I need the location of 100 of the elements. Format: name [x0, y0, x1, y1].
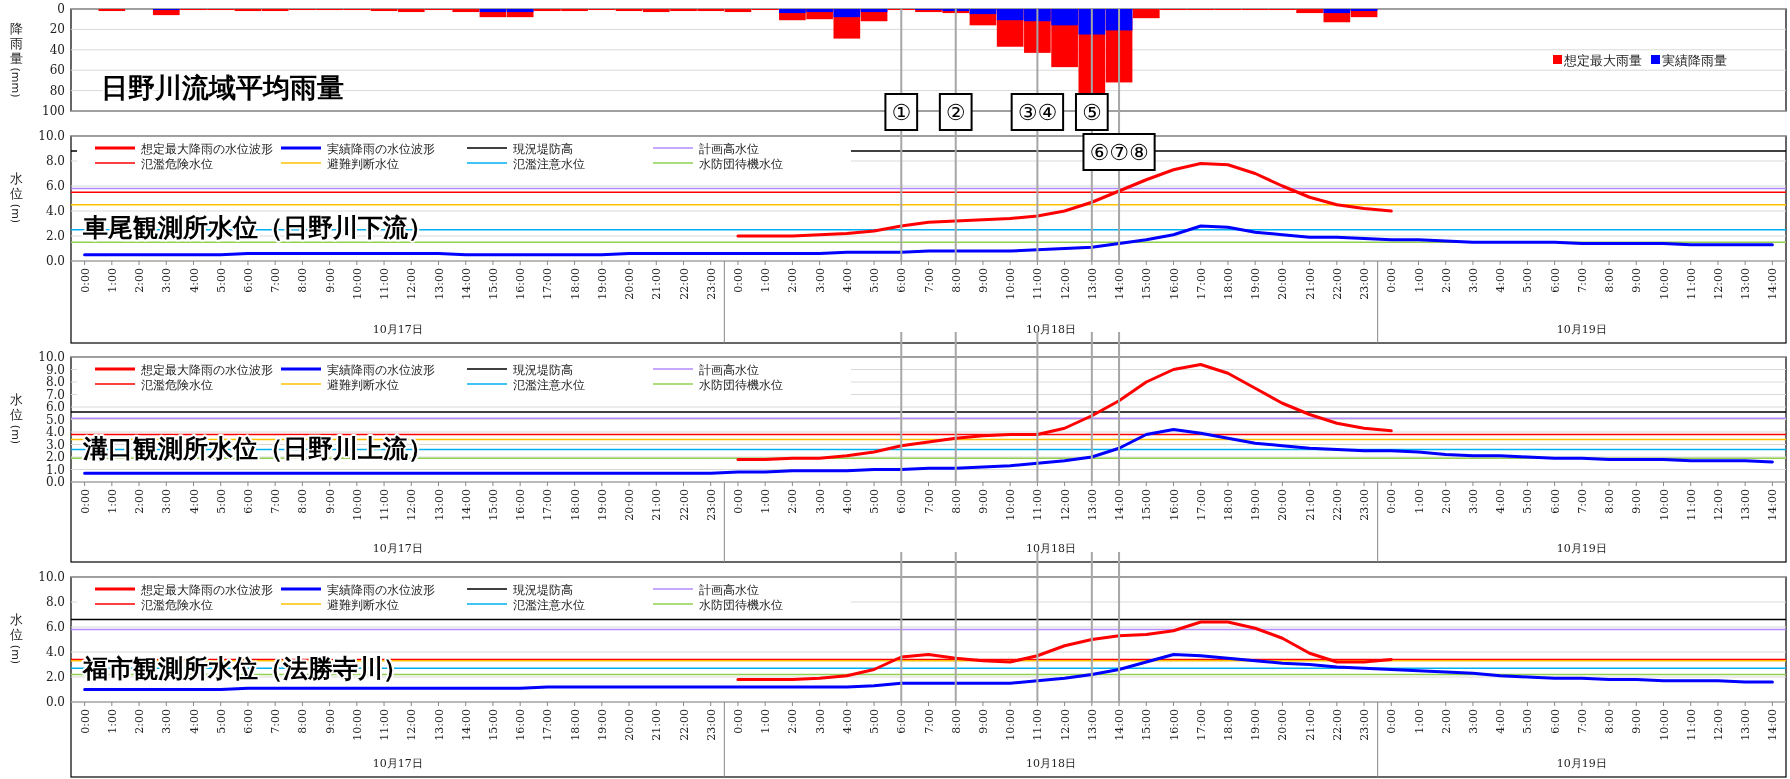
y-tick-label: 100	[42, 104, 65, 118]
x-tick-label: 3:00	[1466, 268, 1480, 293]
text: 10月19日	[1556, 757, 1607, 770]
x-tick-label: 2:00	[786, 268, 800, 293]
x-tick-label: 17:00	[1194, 709, 1208, 741]
y-tick-label: 40	[49, 42, 65, 57]
legend-label: 水防団待機水位	[699, 377, 783, 392]
x-tick-label: 20:00	[623, 709, 637, 741]
x-tick-label: 1:00	[1412, 268, 1426, 293]
x-tick-label: 6:00	[895, 489, 909, 514]
x-tick-label: 6:00	[1548, 268, 1562, 293]
x-tick-label: 0:00	[78, 268, 92, 293]
x-tick-label: 11:00	[378, 489, 392, 521]
x-tick-label: 15:00	[486, 268, 500, 300]
x-tick-label: 6:00	[895, 709, 909, 734]
x-tick-label: 7:00	[1575, 489, 1589, 514]
y-tick-label: 10.0	[38, 350, 65, 364]
legend-label: 実績降雨量	[1662, 52, 1727, 68]
x-tick-label: 23:00	[1358, 709, 1372, 741]
x-tick-label: 13:00	[432, 489, 446, 521]
x-tick-label: 2:00	[133, 709, 147, 734]
x-tick-label: 6:00	[241, 489, 255, 514]
x-tick-label: 20:00	[623, 268, 637, 300]
x-tick-label: 15:00	[486, 709, 500, 741]
x-tick-label: 4:00	[187, 268, 201, 293]
x-tick-label: 9:00	[976, 268, 990, 293]
x-tick-label: 9:00	[976, 709, 990, 734]
x-tick-label: 1:00	[1412, 489, 1426, 514]
x-tick-label: 23:00	[1358, 268, 1372, 300]
x-tick-label: 11:00	[1684, 489, 1698, 521]
x-tick-label: 8:00	[949, 709, 963, 734]
x-tick-label: 18:00	[1221, 268, 1235, 300]
x-tick-label: 15:00	[1140, 268, 1154, 300]
x-tick-label: 5:00	[868, 268, 882, 293]
text: 10月19日	[1556, 323, 1607, 336]
x-tick-label: 14:00	[1113, 489, 1127, 521]
x-tick-label: 3:00	[160, 709, 174, 734]
x-tick-label: 17:00	[1194, 489, 1208, 521]
x-tick-label: 20:00	[1276, 489, 1290, 521]
ref-line-label: ②	[945, 100, 966, 125]
x-tick-label: 11:00	[1031, 489, 1045, 521]
x-tick-label: 22:00	[1330, 268, 1344, 300]
x-tick-label: 22:00	[677, 489, 691, 521]
y-tick-label: 8.0	[45, 154, 65, 168]
x-tick-label: 16:00	[514, 489, 528, 521]
x-tick-label: 6:00	[1548, 489, 1562, 514]
x-tick-label: 1:00	[105, 268, 119, 293]
legend-label: 想定最大降雨の水位波形	[140, 362, 273, 377]
x-tick-label: 8:00	[296, 489, 310, 514]
x-tick-label: 14:00	[1766, 489, 1780, 521]
legend-label: 実績降雨の水位波形	[327, 141, 435, 156]
y-tick-label: 5.0	[45, 412, 65, 427]
x-tick-label: 13:00	[1739, 709, 1753, 741]
y-axis-title: 降雨量(mm)	[9, 20, 23, 98]
x-tick-label: 5:00	[214, 268, 228, 293]
x-tick-label: 14:00	[1113, 709, 1127, 741]
x-tick-label: 4:00	[187, 709, 201, 734]
x-tick-label: 2:00	[133, 268, 147, 293]
x-tick-label: 0:00	[1385, 709, 1399, 734]
y-tick-label: 10.0	[38, 129, 65, 143]
legend-label: 想定最大降雨の水位波形	[140, 582, 273, 597]
x-tick-label: 0:00	[731, 489, 745, 514]
x-tick-label: 22:00	[1330, 489, 1344, 521]
y-tick-label: 3.0	[45, 437, 65, 452]
x-tick-label: 7:00	[1575, 268, 1589, 293]
x-tick-label: 7:00	[269, 268, 283, 293]
text: 10月18日	[1026, 542, 1076, 555]
legend-label: 氾濫危険水位	[141, 156, 213, 171]
x-tick-label: 3:00	[160, 268, 174, 293]
y-tick-label: 8.0	[45, 595, 65, 609]
x-tick-label: 13:00	[1085, 268, 1099, 300]
legend-label: 氾濫注意水位	[513, 377, 585, 392]
x-tick-label: 19:00	[595, 268, 609, 300]
x-tick-label: 21:00	[1303, 489, 1317, 521]
y-axis-title: 水位(m)	[9, 391, 23, 445]
legend-label: 実績降雨の水位波形	[327, 582, 435, 597]
x-tick-label: 14:00	[1113, 268, 1127, 300]
y-tick-label: 1.0	[45, 462, 65, 477]
x-tick-label: 16:00	[1167, 489, 1181, 521]
y-tick-label: 2.0	[45, 450, 65, 464]
legend-label: 避難判断水位	[327, 156, 399, 171]
x-tick-label: 4:00	[840, 709, 854, 734]
x-tick-label: 11:00	[1031, 709, 1045, 741]
x-tick-label: 21:00	[650, 268, 664, 300]
x-tick-label: 14:00	[1766, 268, 1780, 300]
ref-line-label: ⑥⑦⑧	[1089, 140, 1149, 165]
x-tick-label: 6:00	[1548, 709, 1562, 734]
legend-label: 計画高水位	[699, 582, 759, 597]
x-tick-label: 2:00	[1439, 709, 1453, 734]
x-tick-label: 21:00	[1303, 268, 1317, 300]
x-tick-label: 6:00	[241, 268, 255, 293]
x-tick-label: 8:00	[296, 268, 310, 293]
x-tick-label: 4:00	[840, 268, 854, 293]
x-tick-label: 13:00	[432, 709, 446, 741]
y-tick-label: 6.0	[45, 179, 65, 193]
x-tick-label: 12:00	[1058, 709, 1072, 741]
x-tick-label: 1:00	[759, 268, 773, 293]
x-tick-label: 8:00	[949, 268, 963, 293]
x-tick-label: 10:00	[1004, 489, 1018, 521]
x-tick-label: 4:00	[1494, 489, 1508, 514]
